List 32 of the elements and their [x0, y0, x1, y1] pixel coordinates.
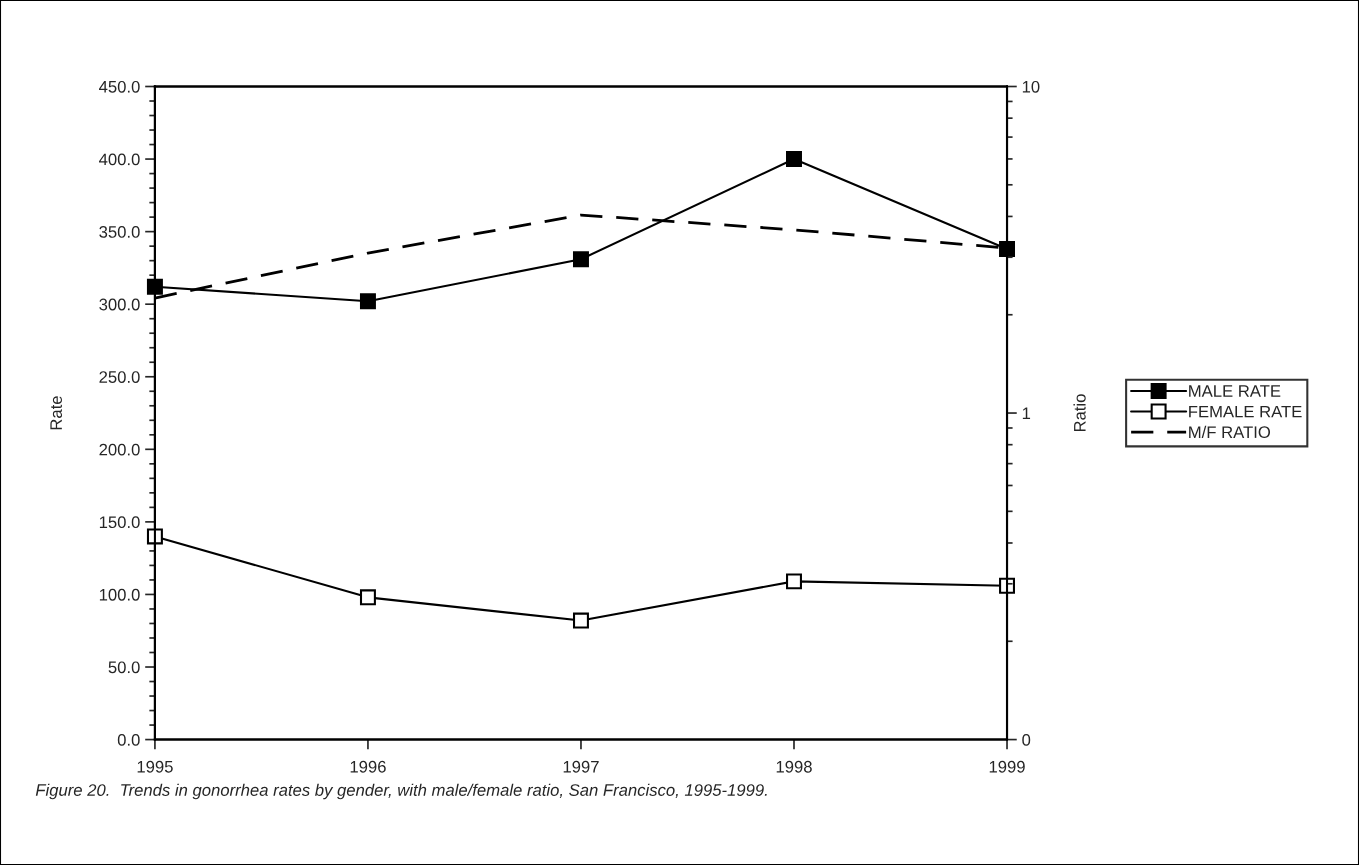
y-tick-label: 100.0 — [99, 588, 140, 601]
x-tick-label: 1997 — [563, 760, 599, 773]
x-tick-label: 1996 — [350, 760, 386, 773]
x-tick-label: 1999 — [989, 760, 1025, 773]
point — [359, 293, 376, 310]
y-tick-label: 400.0 — [99, 153, 140, 166]
y-axis-title: Rate — [50, 396, 63, 430]
point — [146, 278, 163, 295]
legend-label: FEMALE RATE — [1189, 405, 1302, 418]
point — [786, 573, 802, 590]
point — [572, 612, 589, 629]
y2-tick-label: 10 — [1022, 80, 1040, 93]
point — [786, 151, 802, 168]
y-tick-label: 300.0 — [99, 298, 140, 311]
y-tick-label: 50.0 — [108, 661, 140, 674]
y-tick-label: 150.0 — [99, 516, 140, 529]
y-tick-label: 450.0 — [99, 80, 140, 93]
y-tick-label: 250.0 — [99, 371, 140, 383]
y-tick-label: 0.0 — [117, 733, 140, 746]
y-tick-label: 200.0 — [99, 443, 140, 456]
x-tick-label: 1995 — [137, 760, 173, 773]
y-tick-label: 350.0 — [99, 226, 140, 238]
point — [359, 589, 376, 606]
x-tick-label: 1998 — [776, 760, 812, 773]
y2-tick-label: 1 — [1022, 407, 1031, 420]
y2-tick-label: 0 — [1022, 733, 1031, 746]
point — [572, 251, 589, 268]
legend-label: M/F RATIO — [1189, 425, 1271, 439]
point — [146, 528, 163, 545]
y2-axis-title: Ratio — [1073, 394, 1086, 432]
caption: Figure 20. Trends in gonorrhea rates by gender, with male/female ratio, San Francisco, 1995-1999. — [35, 783, 767, 800]
legend-label: MALE RATE — [1189, 385, 1281, 397]
